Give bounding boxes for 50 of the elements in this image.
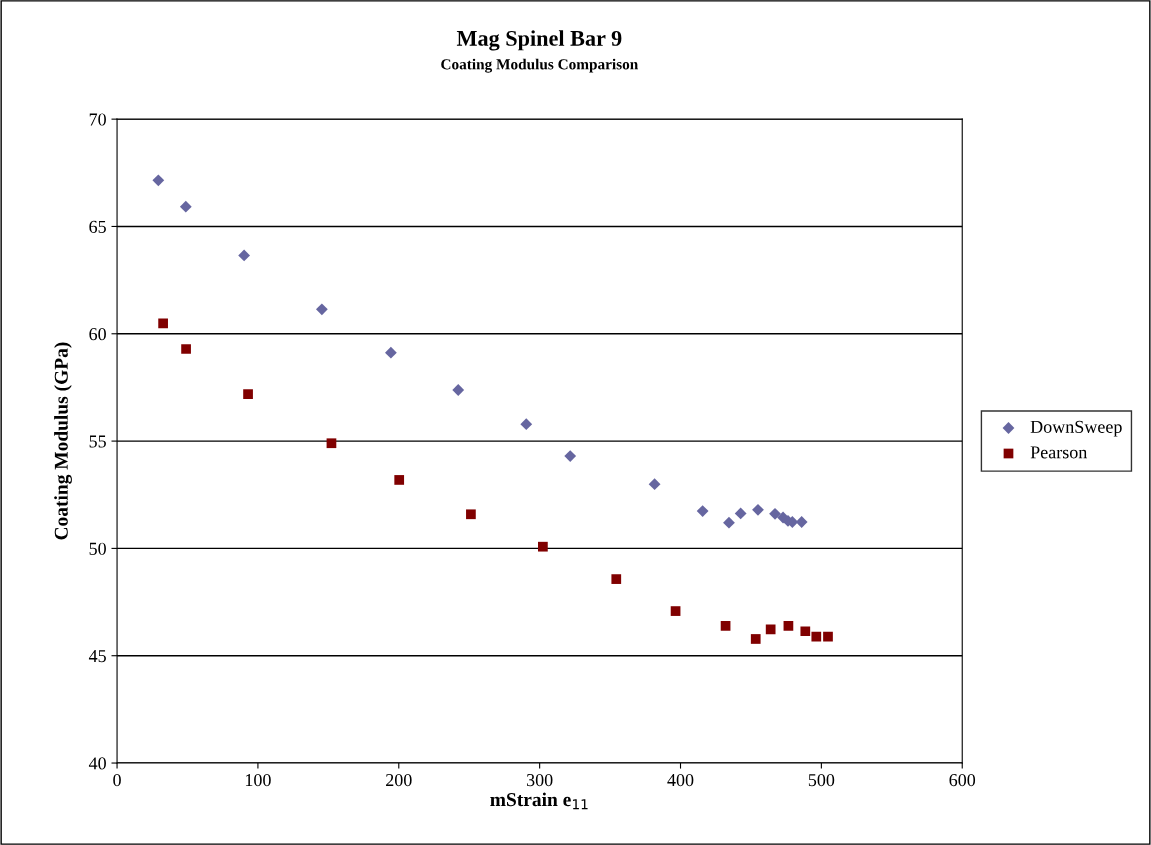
point [238, 249, 251, 262]
point [823, 631, 833, 642]
point [811, 631, 822, 642]
y-tick-label: 55 [89, 435, 106, 448]
point [564, 450, 577, 463]
y-axis-title: Coating Modulus (GPa) [54, 342, 72, 540]
point [783, 621, 794, 631]
y-tick-label: 70 [89, 113, 106, 126]
x-axis-title: mStrain e$_{11}$ [490, 792, 588, 810]
point [769, 507, 781, 520]
x-tick-label: 500 [808, 773, 835, 787]
point [326, 438, 337, 449]
point [720, 621, 731, 631]
point [765, 624, 776, 635]
chart-subtitle: Coating Modulus Comparison [441, 58, 639, 73]
x-tick-label: 0 [113, 773, 121, 787]
point [394, 475, 405, 485]
point [648, 478, 661, 491]
y-tick-label: 65 [89, 220, 106, 233]
point [800, 626, 811, 637]
chart-title: Mag Spinel Bar 9 [456, 30, 622, 51]
point [752, 503, 764, 516]
point [385, 346, 397, 359]
point [538, 541, 548, 552]
y-tick-label: 60 [89, 328, 106, 341]
x-tick-label: 400 [667, 773, 694, 787]
point [179, 200, 192, 213]
point [611, 574, 622, 584]
point [723, 516, 735, 529]
point [670, 606, 681, 616]
y-tick-label: 40 [88, 757, 106, 770]
point [315, 303, 328, 316]
point [452, 384, 465, 396]
point [466, 509, 476, 520]
x-tick-label: 100 [245, 773, 271, 787]
point [152, 174, 165, 187]
point [158, 318, 168, 329]
point [181, 344, 191, 354]
legend-label: DownSweep [1030, 420, 1122, 437]
x-tick-label: 300 [526, 773, 553, 787]
y-tick-label: 50 [89, 542, 106, 555]
point [734, 507, 747, 520]
point [696, 505, 709, 517]
point [750, 634, 761, 644]
x-tick-label: 200 [386, 773, 412, 787]
legend-label: Pearson [1030, 446, 1088, 459]
point [243, 389, 253, 399]
x-tick-label: 600 [949, 773, 976, 787]
point [520, 418, 533, 431]
y-tick-label: 45 [88, 650, 106, 663]
